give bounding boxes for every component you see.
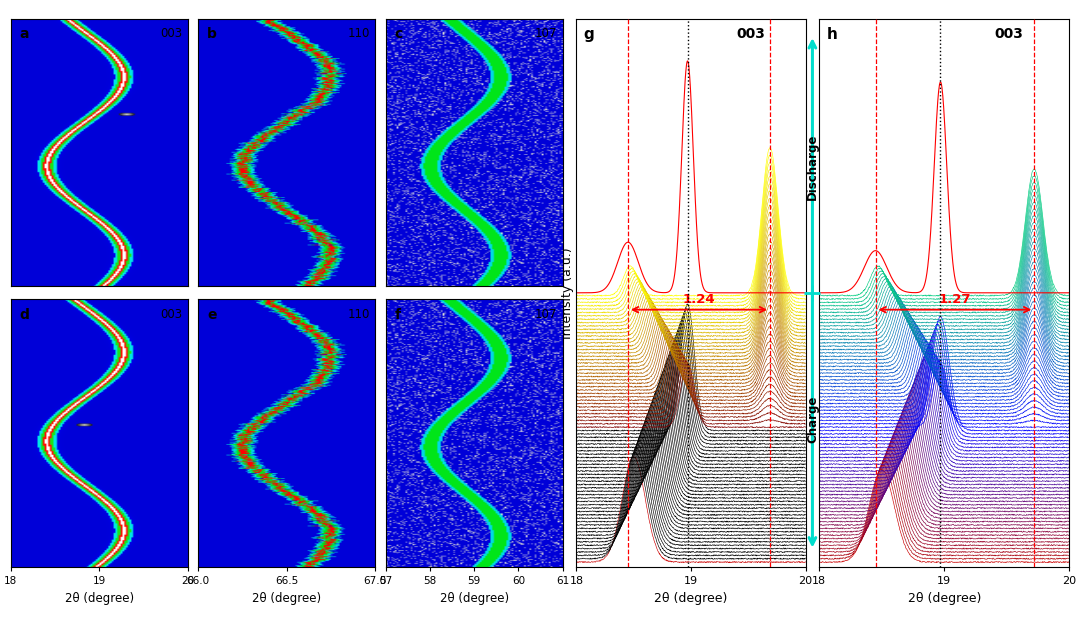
Text: 1.24: 1.24 — [683, 293, 715, 307]
X-axis label: 2θ (degree): 2θ (degree) — [253, 591, 322, 604]
Text: b: b — [207, 27, 217, 40]
Text: 003: 003 — [995, 27, 1023, 41]
Text: 107: 107 — [535, 27, 557, 40]
Text: 003: 003 — [160, 27, 183, 40]
Text: 003: 003 — [737, 27, 766, 41]
Text: g: g — [583, 27, 594, 42]
Text: h: h — [827, 27, 838, 42]
Text: a: a — [19, 27, 29, 40]
Text: 1.27: 1.27 — [939, 293, 971, 307]
Text: Discharge: Discharge — [806, 133, 819, 200]
Text: c: c — [394, 27, 403, 40]
X-axis label: 2θ (degree): 2θ (degree) — [65, 591, 134, 604]
Text: 110: 110 — [348, 27, 369, 40]
Text: d: d — [19, 308, 29, 321]
Text: f: f — [394, 308, 401, 321]
Text: 003: 003 — [160, 308, 183, 320]
Text: 110: 110 — [348, 308, 369, 320]
Y-axis label: Intensity (a.u.): Intensity (a.u.) — [561, 247, 573, 339]
X-axis label: 2θ (degree): 2θ (degree) — [907, 591, 981, 604]
X-axis label: 2θ (degree): 2θ (degree) — [654, 591, 728, 604]
X-axis label: 2θ (degree): 2θ (degree) — [440, 591, 509, 604]
Text: Charge: Charge — [806, 395, 819, 442]
Text: e: e — [207, 308, 217, 321]
Text: 107: 107 — [535, 308, 557, 320]
